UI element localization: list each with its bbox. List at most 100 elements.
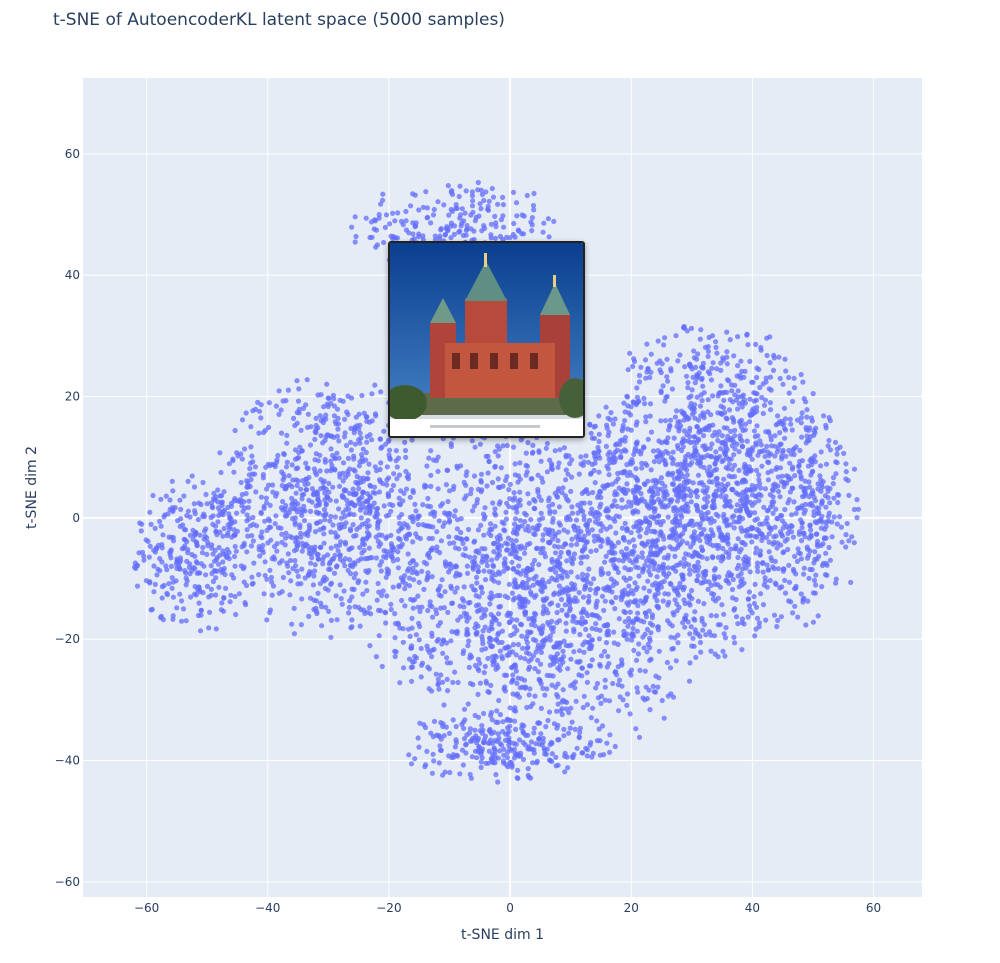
- data-point[interactable]: [566, 710, 572, 716]
- data-point[interactable]: [622, 409, 628, 415]
- data-point[interactable]: [151, 563, 157, 569]
- data-point[interactable]: [788, 476, 794, 482]
- data-point[interactable]: [740, 427, 746, 433]
- data-point[interactable]: [418, 645, 424, 652]
- data-point[interactable]: [716, 429, 722, 435]
- data-point[interactable]: [757, 480, 763, 487]
- data-point[interactable]: [543, 445, 549, 451]
- data-point[interactable]: [670, 470, 676, 476]
- data-point[interactable]: [279, 469, 285, 475]
- data-point[interactable]: [396, 582, 402, 588]
- data-point[interactable]: [741, 374, 747, 380]
- data-point[interactable]: [472, 538, 478, 544]
- data-point[interactable]: [514, 569, 520, 575]
- data-point[interactable]: [454, 752, 460, 759]
- data-point[interactable]: [300, 405, 306, 411]
- data-point[interactable]: [336, 506, 342, 512]
- data-point[interactable]: [359, 392, 365, 399]
- data-point[interactable]: [506, 728, 512, 734]
- data-point[interactable]: [298, 581, 304, 587]
- data-point[interactable]: [801, 565, 807, 571]
- data-point[interactable]: [194, 543, 200, 549]
- data-point[interactable]: [660, 598, 666, 604]
- data-point[interactable]: [798, 591, 804, 597]
- data-point[interactable]: [523, 450, 529, 456]
- data-point[interactable]: [670, 449, 676, 455]
- data-point[interactable]: [723, 577, 729, 584]
- data-point[interactable]: [360, 591, 366, 597]
- data-point[interactable]: [723, 625, 729, 631]
- data-point[interactable]: [824, 485, 830, 491]
- data-point[interactable]: [303, 460, 309, 466]
- data-point[interactable]: [330, 484, 336, 490]
- data-point[interactable]: [263, 464, 269, 470]
- data-point[interactable]: [463, 232, 469, 238]
- data-point[interactable]: [475, 179, 481, 186]
- data-point[interactable]: [661, 565, 667, 571]
- data-point[interactable]: [597, 663, 604, 669]
- data-point[interactable]: [409, 437, 415, 443]
- data-point[interactable]: [298, 530, 304, 537]
- data-point[interactable]: [216, 584, 222, 590]
- data-point[interactable]: [393, 448, 399, 454]
- data-point[interactable]: [638, 364, 644, 370]
- data-point[interactable]: [758, 344, 764, 351]
- data-point[interactable]: [547, 601, 553, 607]
- data-point[interactable]: [214, 554, 220, 560]
- data-point[interactable]: [418, 674, 424, 680]
- data-point[interactable]: [489, 479, 496, 486]
- data-point[interactable]: [792, 553, 798, 560]
- data-point[interactable]: [556, 737, 562, 743]
- data-point[interactable]: [514, 680, 520, 687]
- data-point[interactable]: [809, 462, 815, 468]
- data-point[interactable]: [484, 483, 490, 489]
- data-point[interactable]: [163, 563, 169, 569]
- data-point[interactable]: [561, 445, 568, 451]
- data-point[interactable]: [435, 199, 441, 205]
- data-point[interactable]: [598, 528, 604, 534]
- data-point[interactable]: [641, 445, 647, 451]
- data-point[interactable]: [665, 552, 671, 559]
- data-point[interactable]: [746, 589, 753, 595]
- data-point[interactable]: [488, 221, 494, 227]
- data-point[interactable]: [793, 444, 799, 450]
- data-point[interactable]: [312, 529, 319, 535]
- data-point[interactable]: [678, 511, 684, 518]
- data-point[interactable]: [757, 548, 764, 554]
- data-point[interactable]: [429, 633, 435, 639]
- data-point[interactable]: [173, 578, 179, 584]
- data-point[interactable]: [446, 212, 452, 218]
- data-point[interactable]: [684, 467, 690, 473]
- data-point[interactable]: [441, 733, 447, 739]
- data-point[interactable]: [488, 521, 494, 527]
- data-point[interactable]: [261, 591, 267, 597]
- data-point[interactable]: [249, 581, 255, 587]
- data-point[interactable]: [264, 617, 270, 623]
- data-point[interactable]: [631, 543, 638, 549]
- data-point[interactable]: [680, 324, 687, 331]
- data-point[interactable]: [775, 488, 782, 495]
- data-point[interactable]: [351, 575, 357, 581]
- data-point[interactable]: [351, 467, 357, 473]
- data-point[interactable]: [602, 598, 608, 604]
- data-point[interactable]: [592, 480, 598, 486]
- data-point[interactable]: [413, 562, 419, 568]
- data-point[interactable]: [452, 589, 458, 595]
- data-point[interactable]: [219, 493, 225, 499]
- data-point[interactable]: [565, 666, 571, 672]
- data-point[interactable]: [623, 577, 629, 583]
- data-point[interactable]: [664, 374, 670, 380]
- data-point[interactable]: [459, 747, 466, 753]
- data-point[interactable]: [530, 653, 537, 659]
- data-point[interactable]: [643, 530, 650, 536]
- data-point[interactable]: [315, 590, 321, 596]
- data-point[interactable]: [569, 510, 576, 516]
- data-point[interactable]: [435, 682, 441, 688]
- data-point[interactable]: [782, 577, 788, 584]
- data-point[interactable]: [673, 562, 679, 569]
- data-point[interactable]: [579, 615, 585, 621]
- data-point[interactable]: [685, 508, 691, 514]
- data-point[interactable]: [463, 227, 469, 233]
- data-point[interactable]: [377, 466, 383, 472]
- data-point[interactable]: [327, 497, 333, 503]
